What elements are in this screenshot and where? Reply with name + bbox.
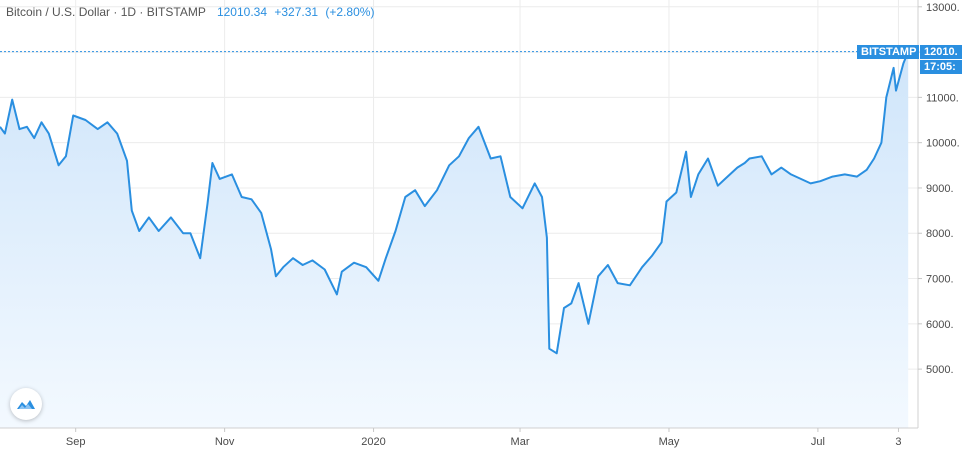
price-change-percent: (+2.80%) (325, 5, 375, 19)
price-area-fill (0, 51, 909, 428)
chart-legend: Bitcoin / U.S. Dollar · 1D · BITSTAMP 12… (6, 5, 378, 19)
last-price-value: 12010.34 (216, 5, 268, 19)
x-axis[interactable]: Sep Nov 2020 Mar May Jul 3 (66, 428, 902, 448)
price-change-value: +327.31 (274, 5, 319, 19)
tradingview-logo-button[interactable] (10, 388, 42, 420)
bar-countdown-tag: 17:05: (920, 60, 962, 74)
x-tick-label: Mar (511, 436, 530, 448)
x-tick-label: 3 (895, 436, 901, 448)
legend-values: 12010.34 +327.31 (+2.80%) (217, 5, 379, 19)
y-tick-label: 10000. (926, 138, 960, 150)
x-tick-label: Nov (215, 436, 235, 448)
y-tick-label: 11000. (926, 92, 959, 104)
exchange-tag: BITSTAMP (857, 45, 919, 59)
x-tick-label: May (659, 436, 680, 448)
y-tick-label: 6000. (926, 319, 954, 331)
y-tick-label: 13000. (926, 2, 960, 14)
price-line (0, 51, 910, 355)
x-tick-label: Jul (811, 436, 825, 448)
y-tick-label: 9000. (926, 183, 954, 195)
y-tick-label: 7000. (926, 274, 954, 286)
x-tick-label: 2020 (361, 436, 385, 448)
last-price-tag: 12010. (920, 45, 962, 59)
x-tick-label: Sep (66, 436, 86, 448)
symbol-title[interactable]: Bitcoin / U.S. Dollar · 1D · BITSTAMP (6, 5, 206, 19)
y-tick-label: 5000. (926, 364, 954, 376)
tradingview-logo-icon (17, 400, 35, 409)
y-tick-label: 8000. (926, 228, 954, 240)
